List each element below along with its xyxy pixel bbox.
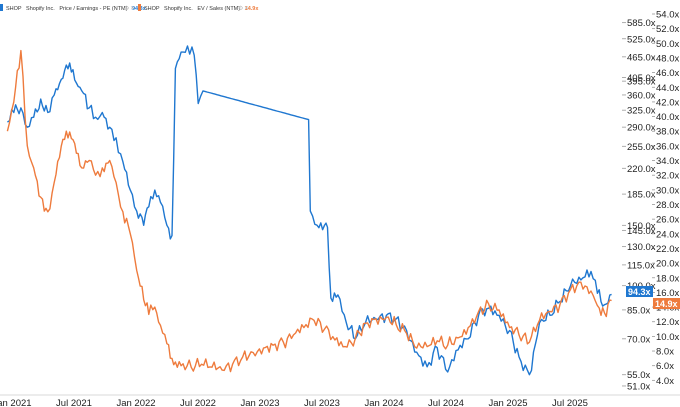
right-tick-label: 38.0x <box>656 127 679 138</box>
right-tick-label: 8.0x <box>656 347 674 358</box>
right-tick-label: 4.0x <box>656 376 674 387</box>
right-tick-label: 52.0x <box>656 24 679 35</box>
legend-pe-ticker: SHOP <box>6 6 22 12</box>
left-tick-label: 150.0x <box>627 221 656 232</box>
legend: SHOP Shopify Inc. Price / Earnings - PE … <box>0 4 259 12</box>
left-tick-label: 115.0x <box>627 260 655 271</box>
left-tick-label: 405.0x <box>627 73 656 84</box>
right-tick-label: 42.0x <box>656 97 679 108</box>
legend-ev-ticker: SHOP <box>144 6 160 12</box>
left-tick-label: 220.0x <box>627 164 656 175</box>
right-tick-label: 46.0x <box>656 68 679 79</box>
left-tick-label: 130.0x <box>627 242 656 253</box>
right-tick-label: 12.0x <box>656 317 679 328</box>
left-tick-label: 70.0x <box>627 334 650 345</box>
badge-ev: 14.9x <box>653 298 680 309</box>
axes: Jan 2021 Jul 2021 Jan 2022 Jul 2022 Jan 2023… <box>0 10 680 407</box>
x-tick-label: Jul 2022 <box>180 398 216 407</box>
legend-ev-company: Shopify Inc. <box>164 6 193 12</box>
right-tick-label: 48.0x <box>656 53 679 64</box>
right-tick-label: 30.0x <box>656 185 679 196</box>
legend-pe-settings-icon[interactable]: ⚙ <box>124 5 129 12</box>
legend-item-ev[interactable]: SHOP Shopify Inc. EV / Sales (NTM) 14.9x… <box>138 4 259 12</box>
x-tick-label: Jan 2023 <box>240 398 279 407</box>
legend-pe-company: Shopify Inc. <box>26 6 55 12</box>
x-tick-label: Jan 2022 <box>116 398 155 407</box>
x-tick-label: Jul 2025 <box>552 398 588 407</box>
right-tick-label: 28.0x <box>656 200 679 211</box>
x-tick-label: Jan 2025 <box>488 398 527 407</box>
legend-ev-value: 14.9x <box>245 6 260 12</box>
legend-ev-settings-icon[interactable]: ⚙ <box>238 5 243 12</box>
legend-pe-close-icon[interactable]: ✕ <box>130 6 135 12</box>
left-tick-label: 360.0x <box>627 90 656 101</box>
legend-swatch-pe <box>0 4 3 11</box>
right-tick-label: 50.0x <box>656 39 679 50</box>
right-tick-label: 6.0x <box>656 361 674 372</box>
series-line-pe <box>7 45 612 376</box>
left-tick-label: 55.0x <box>627 370 650 381</box>
left-tick-label: 325.0x <box>627 106 656 117</box>
right-tick-label: 36.0x <box>656 141 679 152</box>
series-layer <box>6 45 612 376</box>
right-tick-label: 20.0x <box>656 259 679 270</box>
badge-pe-background <box>626 286 653 297</box>
left-tick-label: 290.0x <box>627 123 656 134</box>
badge-pe: 94.3x <box>626 286 653 297</box>
legend-swatch-ev <box>138 4 141 11</box>
x-tick-label: Jul 2024 <box>428 398 464 407</box>
legend-ev-metric: EV / Sales (NTM) <box>197 6 240 12</box>
x-tick-label: Jul 2023 <box>304 398 340 407</box>
x-tick-label: Jul 2021 <box>56 398 92 407</box>
right-tick-label: 34.0x <box>656 156 679 167</box>
left-tick-label: 51.0x <box>627 381 650 392</box>
series-line-ev <box>6 49 612 373</box>
badge-ev-background <box>653 298 680 309</box>
legend-pe-metric: Price / Earnings - PE (NTM) <box>59 6 127 12</box>
right-tick-label: 16.0x <box>656 288 679 299</box>
x-tick-label: Jan 2024 <box>364 398 403 407</box>
left-tick-label: 145.0x <box>627 226 656 237</box>
left-tick-label: 255.0x <box>627 142 656 153</box>
x-tick-label: Jan 2021 <box>0 398 32 407</box>
right-tick-label: 44.0x <box>656 83 679 94</box>
right-tick-label: 54.0x <box>656 10 679 21</box>
right-tick-label: 10.0x <box>656 332 679 343</box>
right-tick-label: 40.0x <box>656 112 679 123</box>
right-tick-label: 24.0x <box>656 229 679 240</box>
left-tick-label: 185.0x <box>627 190 656 201</box>
legend-item-pe[interactable]: SHOP Shopify Inc. Price / Earnings - PE … <box>0 4 147 12</box>
svg-text:SHOP Shopify Inc.: SHOP Shopify Inc. EV / Sales (NTM) 14.9x <box>144 6 259 12</box>
left-tick-label: 525.0x <box>627 34 656 45</box>
legend-ev-close-icon[interactable]: ✕ <box>244 6 249 12</box>
badge-ev-value: 14.9x <box>655 299 678 309</box>
left-tick-label: 465.0x <box>627 52 656 63</box>
right-tick-label: 32.0x <box>656 171 679 182</box>
left-tick-label: 585.0x <box>627 18 656 29</box>
left-tick-label: 395.0x <box>627 77 656 88</box>
badge-pe-value: 94.3x <box>628 287 651 297</box>
right-tick-label: 22.0x <box>656 244 679 255</box>
left-tick-label: 85.0x <box>627 305 650 316</box>
right-tick-label: 18.0x <box>656 273 679 284</box>
right-tick-label: 26.0x <box>656 215 679 226</box>
